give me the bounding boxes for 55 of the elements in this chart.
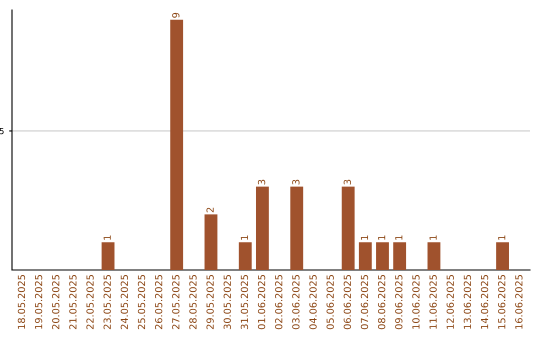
x-tick-label: 26.05.2025 xyxy=(154,275,162,330)
x-tick-label: 29.05.2025 xyxy=(206,275,214,330)
x-tick-label: 14.06.2025 xyxy=(480,275,488,329)
y-tick-label: 5 xyxy=(0,128,4,134)
data-label: 1 xyxy=(360,236,368,240)
x-tick-label: 13.06.2025 xyxy=(464,275,472,329)
data-label: 3 xyxy=(292,180,300,184)
bar xyxy=(238,242,252,270)
x-tick-label: 18.05.2025 xyxy=(18,275,26,329)
bar xyxy=(376,242,389,270)
bar xyxy=(358,242,372,270)
data-label: 1 xyxy=(395,236,402,240)
x-tick-label: 30.05.2025 xyxy=(224,275,231,330)
x-tick-label: 10.06.2025 xyxy=(412,275,420,329)
data-label: 1 xyxy=(378,236,386,240)
data-label: 3 xyxy=(258,180,266,184)
bar xyxy=(428,242,440,270)
bar xyxy=(342,186,355,270)
x-tick-label: 19.05.2025 xyxy=(34,275,42,329)
x-tick-label: 02.06.2025 xyxy=(275,275,282,330)
bar xyxy=(256,186,269,270)
x-tick-label: 08.06.2025 xyxy=(378,275,386,330)
x-tick-label: 03.06.2025 xyxy=(292,275,300,330)
data-label: 1 xyxy=(104,236,111,240)
x-tick-label: 04.06.2025 xyxy=(309,275,317,330)
x-tick-label: 25.05.2025 xyxy=(138,275,146,330)
x-tick-label: 31.05.2025 xyxy=(240,275,248,330)
x-tick-label: 20.05.2025 xyxy=(52,275,60,330)
x-tick-label: 23.05.2025 xyxy=(104,275,111,330)
data-label: 1 xyxy=(240,236,248,240)
data-label: 2 xyxy=(206,208,214,212)
bar xyxy=(204,214,218,270)
x-tick-label: 07.06.2025 xyxy=(360,275,368,330)
bar xyxy=(496,242,509,270)
x-tick-label: 28.05.2025 xyxy=(189,275,197,330)
x-tick-label: 01.06.2025 xyxy=(258,275,266,330)
x-tick-label: 05.06.2025 xyxy=(326,275,334,330)
bar xyxy=(102,242,114,270)
bar xyxy=(393,242,406,270)
data-label: 1 xyxy=(430,236,437,240)
x-tick-label: 12.06.2025 xyxy=(446,275,454,329)
x-tick-label: 22.05.2025 xyxy=(86,275,94,330)
x-tick-label: 06.06.2025 xyxy=(344,275,352,330)
x-tick-label: 09.06.2025 xyxy=(395,275,402,330)
x-tick-label: 24.05.2025 xyxy=(120,275,128,330)
bar xyxy=(290,186,304,270)
x-tick-label: 16.06.2025 xyxy=(515,275,523,329)
x-tick-label: 11.06.2025 xyxy=(429,275,437,329)
x-tick-label: 15.06.2025 xyxy=(498,275,506,329)
data-label: 3 xyxy=(344,180,352,184)
bar xyxy=(170,20,184,270)
data-label: 9 xyxy=(172,12,180,18)
x-tick-label: 27.05.2025 xyxy=(172,275,180,330)
x-tick-label: 21.05.2025 xyxy=(69,275,77,330)
data-label: 1 xyxy=(498,236,506,240)
